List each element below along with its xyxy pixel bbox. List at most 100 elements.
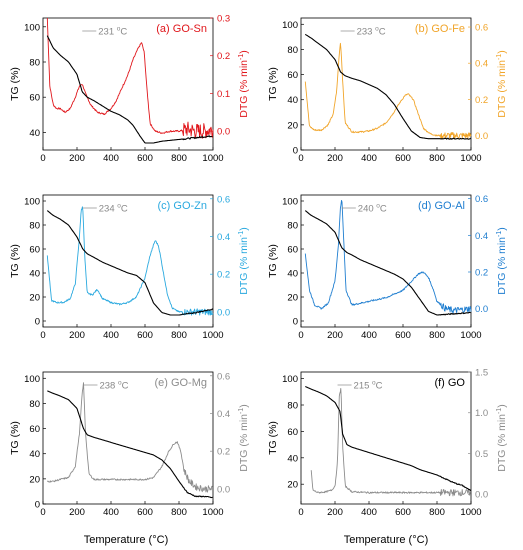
x-tick-label: 400 <box>103 330 119 341</box>
y-tick-label-tg: 100 <box>24 374 40 385</box>
y-tick-label-dtg: 0.4 <box>217 409 230 420</box>
y-tick-label-dtg: 0.4 <box>217 232 230 243</box>
panel-1: 0 200 400 600 800 1000 0 20 40 60 80 100 0.0 0.2 0.4 0.… <box>267 17 508 164</box>
y-label-dtg: DTG (% min-1) <box>238 50 250 117</box>
x-tick-label: 200 <box>327 153 343 164</box>
x-tick-label: 800 <box>429 330 445 341</box>
peak-deg: o <box>117 26 121 33</box>
x-tick-label: 800 <box>429 153 445 164</box>
peak-value: 234 <box>99 204 118 215</box>
y-tick-label-dtg: 0.2 <box>475 268 488 279</box>
peak-deg: o <box>118 380 122 387</box>
y-label-dtg: DTG (% min-1) <box>496 50 508 117</box>
y-tick-label-tg: 100 <box>24 22 40 33</box>
y-tick-label-dtg: 0.0 <box>217 484 230 495</box>
y-label-dtg-end: ) <box>238 50 250 54</box>
x-tick-label: 600 <box>395 330 411 341</box>
y-tick-label-tg: 60 <box>29 245 40 256</box>
peak-deg: o <box>372 380 376 387</box>
dtg-line <box>310 388 472 497</box>
xlabel-right-text: Temperature (°C) <box>344 534 428 546</box>
x-tick-label: 800 <box>171 507 187 518</box>
y-label-tg: TG (%) <box>267 67 279 101</box>
x-tick-label: 600 <box>137 153 153 164</box>
y-tick-label-dtg: 0.0 <box>217 307 230 318</box>
y-label-dtg: DTG (% min-1) <box>238 227 250 294</box>
y-tick-label-tg: 40 <box>29 128 40 139</box>
plot-frame <box>42 371 214 505</box>
y-tick-label-dtg: 0.6 <box>475 194 488 205</box>
y-tick-label-tg: 20 <box>287 480 298 491</box>
panel-label: (b) GO-Fe <box>415 23 465 35</box>
x-tick-label: 600 <box>137 330 153 341</box>
y-label-dtg-base: DTG (% min <box>496 237 508 295</box>
y-tick-label-tg: 0 <box>293 317 298 328</box>
y-label-dtg-base: DTG (% min <box>238 414 250 472</box>
x-tick-label: 200 <box>69 153 85 164</box>
peak-label: 234 oC <box>99 203 128 215</box>
peak-label: 215 oC <box>354 380 383 392</box>
peak-unit: C <box>121 204 128 215</box>
y-label-dtg-sup: -1 <box>496 231 503 237</box>
y-tick-label-dtg: 0.6 <box>217 371 230 382</box>
y-label-tg: TG (%) <box>9 421 21 455</box>
y-tick-label-tg: 80 <box>29 399 40 410</box>
x-tick-label: 0 <box>40 330 45 341</box>
y-tick-label-dtg: 0.2 <box>475 95 488 106</box>
y-label-tg: TG (%) <box>267 421 279 455</box>
y-tick-label-tg: 100 <box>282 20 298 31</box>
y-label-dtg-sup: -1 <box>238 54 245 60</box>
y-tick-label-tg: 60 <box>29 424 40 435</box>
y-label-dtg-sup: -1 <box>238 231 245 237</box>
dtg-line <box>304 199 472 314</box>
x-tick-label: 0 <box>40 507 45 518</box>
y-tick-label-tg: 100 <box>282 197 298 208</box>
x-tick-label: 1000 <box>202 330 223 341</box>
y-tick-label-dtg: 0.6 <box>475 23 488 34</box>
y-tick-label-tg: 20 <box>287 293 298 304</box>
peak-deg: o <box>375 26 379 33</box>
y-label-dtg-sup: -1 <box>238 408 245 414</box>
peak-label: 240 oC <box>358 203 387 215</box>
y-tick-label-dtg: 0.0 <box>217 127 230 138</box>
x-tick-label: 1000 <box>460 507 481 518</box>
tg-line <box>46 35 213 144</box>
tg-line <box>46 210 213 316</box>
y-tick-label-tg: 20 <box>29 474 40 485</box>
panel-label: (c) GO-Zn <box>158 200 208 212</box>
y-tick-label-tg: 80 <box>287 45 298 56</box>
y-label-dtg-base: DTG (% min <box>496 60 508 118</box>
y-tick-label-tg: 40 <box>287 269 298 280</box>
y-label-tg: TG (%) <box>267 244 279 278</box>
y-tick-label-tg: 100 <box>282 374 298 385</box>
x-tick-label: 400 <box>361 153 377 164</box>
y-tick-label-dtg: 1.5 <box>475 368 488 379</box>
plot-frame <box>300 17 472 151</box>
x-tick-label: 0 <box>298 330 303 341</box>
y-label-dtg: DTG (% min-1) <box>238 404 250 471</box>
y-tick-label-tg: 40 <box>287 453 298 464</box>
peak-value: 215 <box>354 381 373 392</box>
x-tick-label: 400 <box>361 330 377 341</box>
x-tick-label: 1000 <box>460 153 481 164</box>
y-tick-label-dtg: 0.0 <box>475 490 488 501</box>
panel-5: 0 200 400 600 800 1000 20 40 60 80 100 0.0 0.5 1.0 1.5… <box>267 368 508 519</box>
y-tick-label-tg: 100 <box>24 197 40 208</box>
y-label-dtg-end: ) <box>496 404 508 408</box>
y-tick-label-dtg: 0.0 <box>475 304 488 315</box>
plot-frame <box>300 371 472 505</box>
x-tick-label: 1000 <box>460 330 481 341</box>
y-tick-label-tg: 80 <box>287 401 298 412</box>
dtg-line <box>46 206 214 316</box>
y-tick-label-tg: 40 <box>29 269 40 280</box>
x-tick-label: 200 <box>69 330 85 341</box>
x-tick-label: 0 <box>298 507 303 518</box>
y-tick-label-tg: 0 <box>293 146 298 157</box>
xlabel-left: Temperature (°C) <box>84 534 168 546</box>
tg-line <box>304 33 471 140</box>
y-tick-label-dtg: 0.6 <box>217 194 230 205</box>
y-tick-label-tg: 0 <box>35 317 40 328</box>
peak-value: 240 <box>358 204 377 215</box>
y-tick-label-tg: 80 <box>287 221 298 232</box>
y-tick-label-dtg: 0.0 <box>475 131 488 142</box>
